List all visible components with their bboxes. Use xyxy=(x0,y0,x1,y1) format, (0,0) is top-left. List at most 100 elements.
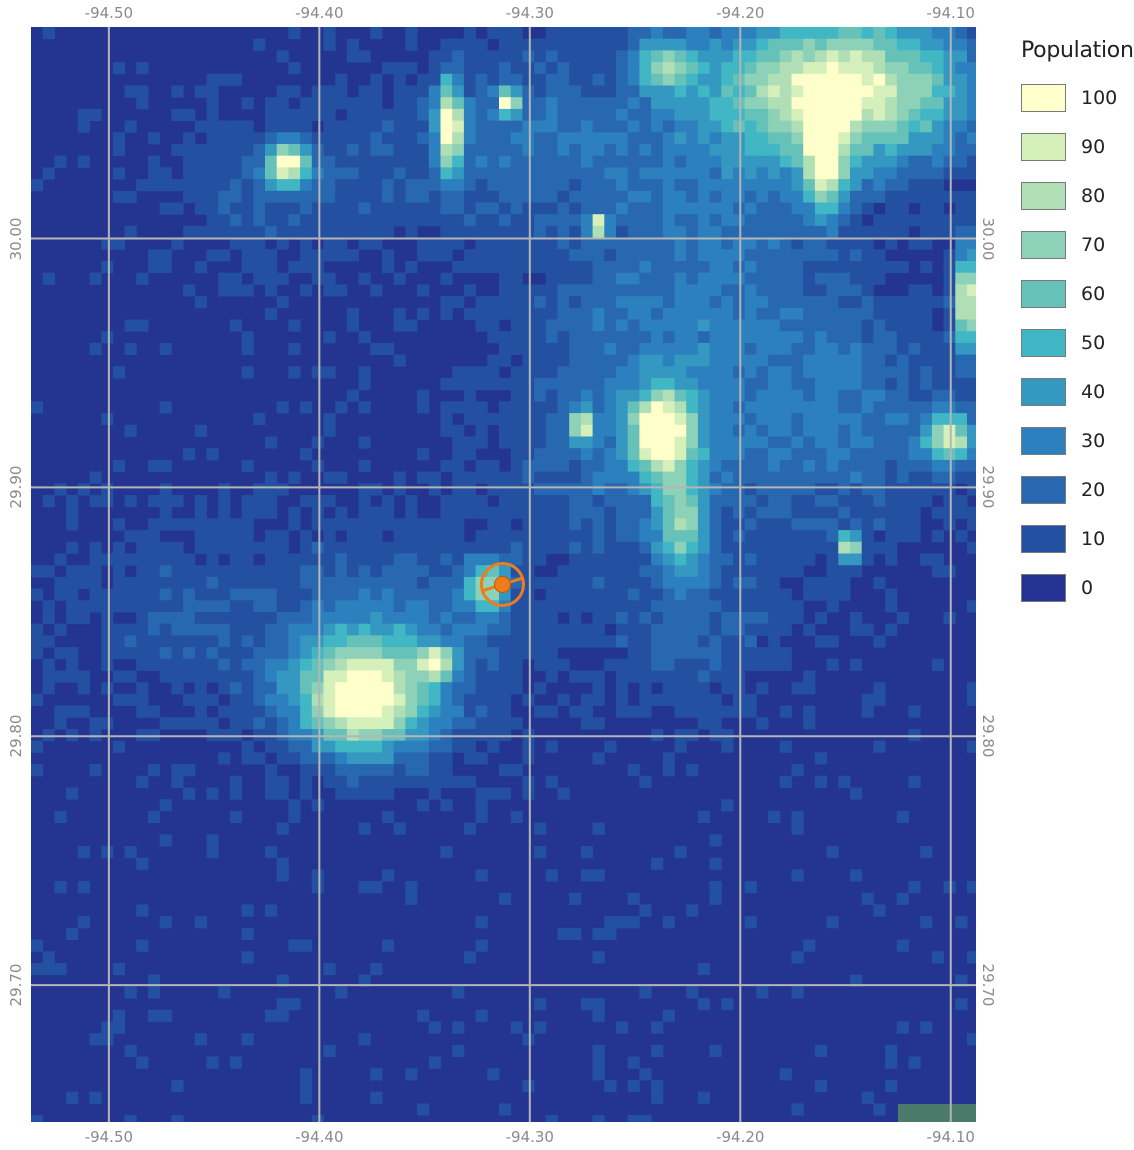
raster-cell xyxy=(440,506,453,519)
raster-cell xyxy=(194,85,207,98)
raster-cell xyxy=(779,225,792,238)
raster-cell xyxy=(545,1115,558,1122)
raster-cell xyxy=(522,73,535,86)
raster-cell xyxy=(300,752,313,765)
raster-cell xyxy=(475,132,488,145)
raster-cell xyxy=(920,120,933,133)
raster-cell xyxy=(124,846,137,859)
raster-cell xyxy=(487,635,500,648)
raster-cell xyxy=(697,73,710,86)
raster-cell xyxy=(604,319,617,332)
raster-cell xyxy=(861,389,874,402)
raster-cell xyxy=(428,752,441,765)
raster-cell xyxy=(826,144,839,157)
raster-cell xyxy=(873,73,886,86)
raster-cell xyxy=(522,38,535,51)
population-map[interactable] xyxy=(31,27,976,1122)
raster-cell xyxy=(393,658,406,671)
raster-cell xyxy=(604,576,617,589)
raster-cell xyxy=(241,635,254,648)
raster-cell xyxy=(873,296,886,309)
lat-tick-right: 30.00 xyxy=(979,217,997,261)
lat-tick-left: 29.90 xyxy=(7,465,25,509)
raster-cell xyxy=(955,342,968,355)
raster-cell xyxy=(323,693,336,706)
raster-cell xyxy=(499,296,512,309)
raster-cell xyxy=(499,132,512,145)
raster-cell xyxy=(522,448,535,461)
raster-cell xyxy=(627,588,640,601)
raster-cell xyxy=(791,436,804,449)
raster-cell xyxy=(592,284,605,297)
raster-cell xyxy=(335,729,348,742)
raster-cell xyxy=(194,144,207,157)
raster-cell xyxy=(557,27,570,40)
raster-cell xyxy=(545,576,558,589)
raster-cell xyxy=(826,541,839,554)
raster-cell xyxy=(66,565,79,578)
raster-cell xyxy=(826,354,839,367)
map-canvas[interactable] xyxy=(31,27,976,1122)
raster-cell xyxy=(311,85,324,98)
raster-cell xyxy=(920,436,933,449)
raster-cell xyxy=(686,471,699,484)
raster-cell xyxy=(756,354,769,367)
location-marker[interactable] xyxy=(479,561,525,607)
raster-cell xyxy=(639,366,652,379)
raster-cell xyxy=(873,378,886,391)
raster-cell xyxy=(358,179,371,192)
raster-cell xyxy=(651,857,664,870)
raster-cell xyxy=(440,635,453,648)
raster-cell xyxy=(920,354,933,367)
raster-cell xyxy=(931,202,944,215)
raster-cell xyxy=(651,155,664,168)
raster-cell xyxy=(861,354,874,367)
raster-cell xyxy=(674,307,687,320)
raster-cell xyxy=(346,588,359,601)
raster-cell xyxy=(616,120,629,133)
raster-cell xyxy=(300,729,313,742)
raster-cell xyxy=(955,249,968,262)
raster-cell xyxy=(206,1056,219,1069)
raster-cell xyxy=(779,413,792,426)
raster-cell xyxy=(522,635,535,648)
raster-cell xyxy=(920,202,933,215)
raster-cell xyxy=(920,27,933,40)
raster-cell xyxy=(323,190,336,203)
raster-cell xyxy=(674,530,687,543)
raster-cell xyxy=(779,541,792,554)
raster-cell xyxy=(569,38,582,51)
raster-cell xyxy=(662,108,675,121)
raster-cell xyxy=(288,366,301,379)
raster-cell xyxy=(580,553,593,566)
raster-cell xyxy=(499,190,512,203)
raster-cell xyxy=(651,623,664,636)
raster-cell xyxy=(241,553,254,566)
raster-cell xyxy=(510,50,523,63)
raster-cell xyxy=(89,553,102,566)
raster-cell xyxy=(311,647,324,660)
raster-cell xyxy=(66,647,79,660)
raster-cell xyxy=(54,881,67,894)
raster-cell xyxy=(733,120,746,133)
raster-cell xyxy=(896,892,909,905)
raster-cell xyxy=(534,600,547,613)
raster-cell xyxy=(569,307,582,320)
raster-cell xyxy=(814,459,827,472)
raster-cell xyxy=(510,506,523,519)
raster-cell xyxy=(826,296,839,309)
raster-cell xyxy=(826,202,839,215)
raster-cell xyxy=(768,342,781,355)
raster-cell xyxy=(534,530,547,543)
raster-cell xyxy=(920,366,933,379)
raster-cell xyxy=(440,132,453,145)
raster-cell xyxy=(499,658,512,671)
raster-cell xyxy=(616,553,629,566)
raster-cell xyxy=(955,144,968,157)
raster-cell xyxy=(417,705,430,718)
raster-cell xyxy=(417,179,430,192)
raster-cell xyxy=(779,495,792,508)
raster-cell xyxy=(791,296,804,309)
raster-cell xyxy=(885,73,898,86)
raster-cell xyxy=(522,249,535,262)
